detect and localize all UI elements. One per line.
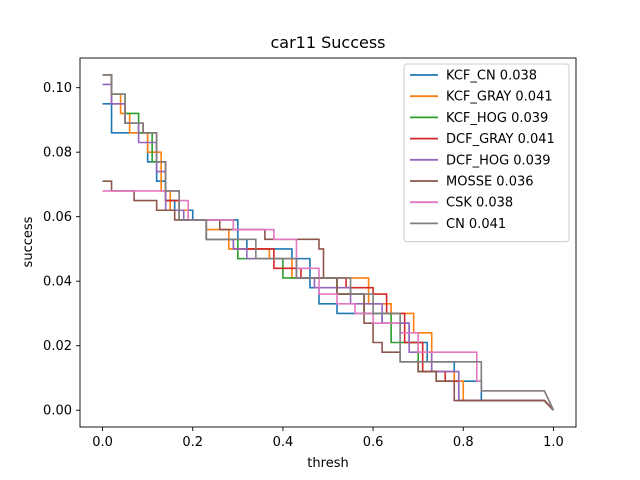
series-line-6: [102, 190, 555, 411]
x-tick-label: 0.4: [273, 435, 294, 450]
y-tick-label: 0.06: [43, 210, 72, 225]
legend-label-2: KCF_HOG 0.039: [446, 111, 548, 126]
x-tick-label: 0.6: [363, 435, 384, 450]
chart-title: car11 Success: [270, 33, 385, 52]
plot-area: 0.0 0.2 0.4 0.6 0.8 1.0 0.00 0.02 0.04 0.06 0.08 0.…: [43, 57, 577, 450]
x-axis-label: thresh: [307, 456, 348, 471]
legend-label-1: KCF_GRAY 0.041: [446, 90, 553, 105]
axes-frame: [79, 57, 577, 428]
y-tick-label: 0.08: [43, 146, 72, 161]
x-tick-label: 0.0: [92, 435, 113, 450]
x-tick-label: 0.2: [182, 435, 203, 450]
legend-label-6: CSK 0.038: [446, 196, 513, 211]
legend-box: [403, 63, 570, 243]
y-tick-label: 0.02: [43, 339, 72, 354]
legend: KCF_CN 0.038 KCF_GRAY 0.041 KCF_HOG 0.039 D…: [403, 63, 570, 243]
series-line-5: [102, 180, 555, 411]
series-line-4: [102, 83, 555, 411]
y-tick-label: 0.10: [43, 81, 72, 96]
legend-label-5: MOSSE 0.036: [446, 175, 534, 190]
legend-label-3: DCF_GRAY 0.041: [446, 132, 555, 147]
y-tick-label: 0.00: [43, 404, 72, 419]
x-tick-label: 1.0: [543, 435, 564, 450]
legend-label-0: KCF_CN 0.038: [446, 69, 537, 84]
series-line-0: [102, 103, 555, 411]
legend-label-4: DCF_HOG 0.039: [446, 153, 551, 168]
x-tick-label: 0.8: [453, 435, 474, 450]
legend-label-7: CN 0.041: [446, 217, 506, 232]
series-line-7: [102, 73, 555, 411]
y-tick-label: 0.04: [43, 275, 72, 290]
y-axis-label: success: [21, 216, 36, 267]
